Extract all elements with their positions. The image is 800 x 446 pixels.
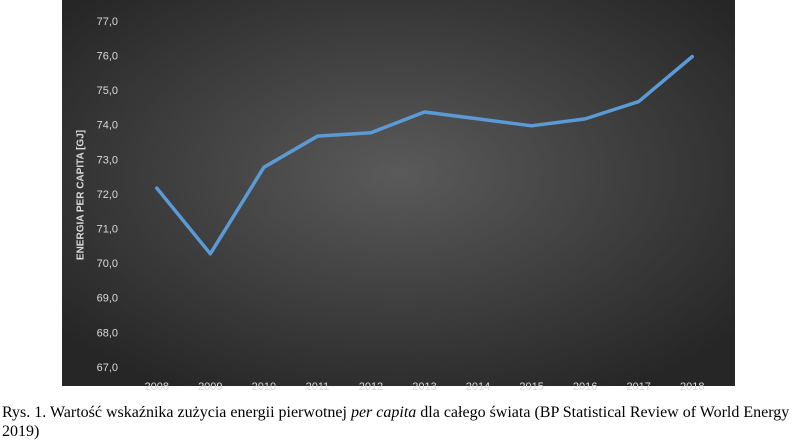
- x-tick-label: 2012: [359, 381, 383, 393]
- y-tick-label: 74,0: [97, 120, 118, 132]
- x-tick-label: 2015: [519, 381, 543, 393]
- x-tick-label: 2017: [626, 381, 650, 393]
- chart-background: [62, 0, 735, 386]
- y-tick-label: 75,0: [97, 85, 118, 97]
- y-tick-label: 76,0: [97, 51, 118, 63]
- x-tick-label: 2008: [145, 381, 169, 393]
- x-tick-label: 2009: [198, 381, 222, 393]
- x-tick-label: 2010: [252, 381, 276, 393]
- caption: Rys. 1. Wartość wskaźnika zużycia energi…: [2, 403, 798, 441]
- caption-text: Rys. 1. Wartość wskaźnika zużycia energi…: [2, 404, 351, 421]
- x-tick-label: 2016: [573, 381, 597, 393]
- x-tick-label: 2011: [306, 381, 330, 393]
- y-tick-label: 69,0: [97, 293, 118, 305]
- y-axis-label: ENERGIA PER CAPITA [GJ]: [76, 130, 87, 260]
- y-tick-label: 71,0: [97, 224, 118, 236]
- y-tick-label: 77,0: [97, 16, 118, 28]
- chart: ENERGIA PER CAPITA [GJ] 67,0 68,0 69,0 70,0…: [62, 0, 735, 393]
- y-tick-label: 68,0: [97, 327, 118, 339]
- x-tick-label: 2018: [680, 381, 704, 393]
- line-series: [155, 54, 694, 256]
- y-tick-label: 72,0: [97, 189, 118, 201]
- y-tick-label: 70,0: [97, 258, 118, 270]
- x-tick-label: 2013: [412, 381, 436, 393]
- caption-text: dla całego świata (BP Statistical Review…: [2, 404, 790, 440]
- x-tick-label: 2014: [466, 381, 490, 393]
- y-tick-label: 73,0: [97, 154, 118, 166]
- caption-italic: per capita: [350, 404, 417, 421]
- y-tick-label: 67,0: [97, 362, 118, 374]
